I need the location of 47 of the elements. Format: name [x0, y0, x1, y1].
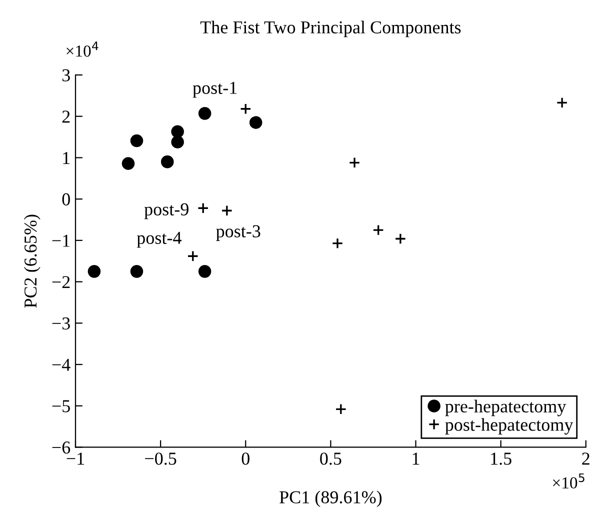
point: [556, 96, 568, 108]
x-tick-label: 1: [412, 452, 420, 465]
y-tick-label: 2: [62, 110, 70, 123]
text: ×10$^{4}$: [66, 42, 98, 57]
point: [171, 125, 184, 138]
point: [221, 204, 233, 216]
x-tick-label: 0.5: [320, 452, 342, 465]
x-tick-label: 1.5: [491, 452, 512, 465]
legend-label: pre-hepatectomy: [445, 400, 566, 416]
x-tick-label: −0.5: [145, 452, 176, 465]
y-tick-label: 3: [62, 69, 70, 82]
point: [171, 136, 184, 148]
y-tick-label: −6: [52, 442, 70, 454]
text: ×10$^{5}$: [553, 473, 584, 489]
x-tick-label: 0: [242, 452, 250, 465]
point: [394, 233, 406, 244]
point: [130, 134, 144, 148]
point: [88, 265, 101, 278]
point: [160, 155, 174, 168]
y-tick-label: 0: [62, 193, 70, 206]
point: [197, 202, 209, 214]
point: [348, 156, 360, 168]
y-axis-title: PC2 (6.65%): [24, 214, 40, 308]
point: [372, 224, 384, 236]
y-tick-label: −1: [52, 234, 70, 247]
y-tick-label: −5: [52, 400, 70, 412]
y-tick-label: −2: [52, 276, 70, 288]
annotation: post-4: [136, 232, 182, 248]
x-tick-label: 2: [582, 452, 590, 465]
x-axis-title: PC1 (89.61%): [280, 490, 382, 508]
y-tick-label: −4: [52, 358, 70, 371]
annotation: post-9: [144, 203, 188, 220]
point: [198, 265, 212, 278]
point: [130, 265, 144, 278]
point: [335, 403, 347, 415]
point: [240, 103, 252, 115]
annotation: post-1: [192, 82, 237, 98]
y-tick-label: 1: [63, 152, 70, 164]
point: [332, 238, 344, 249]
legend-label: post-hepatectomy: [445, 418, 574, 435]
annotation: post-3: [216, 225, 260, 242]
y-tick-label: −3: [52, 317, 70, 330]
point: [122, 157, 135, 170]
point: [187, 250, 199, 262]
point: [198, 107, 212, 120]
point: [249, 116, 262, 129]
chart-title: The Fist Two Principal Components: [200, 20, 461, 38]
